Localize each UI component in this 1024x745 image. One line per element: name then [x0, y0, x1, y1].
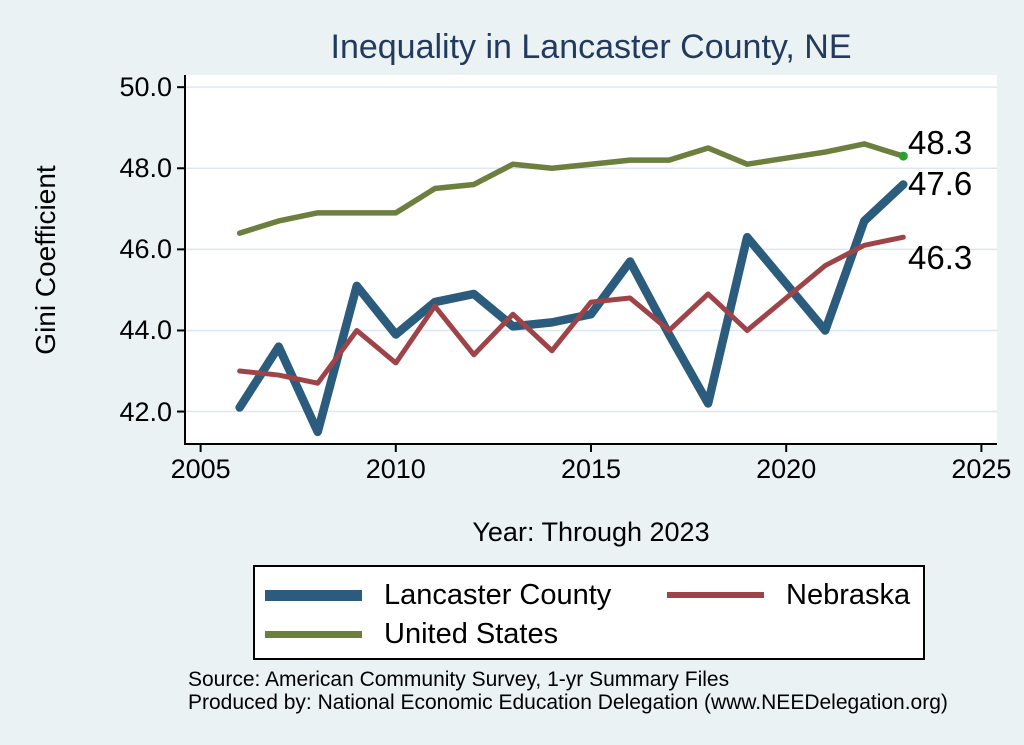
plot-background	[185, 75, 997, 444]
y-tick-label-46: 46.0	[119, 234, 172, 265]
legend-item-lancaster-county: Lancaster County	[265, 576, 611, 614]
end-label-lancaster-county: 47.6	[908, 165, 973, 203]
y-tick-label-44: 44.0	[119, 315, 172, 346]
legend: Lancaster County Nebraska United States	[253, 565, 925, 660]
x-tick-label-2015: 2015	[560, 454, 622, 484]
x-tick-label-2005: 2005	[170, 454, 231, 484]
x-tick-label-2010: 2010	[365, 454, 426, 484]
end-label-nebraska: 46.3	[908, 239, 973, 277]
series-line-united-states	[236, 141, 907, 236]
legend-item-united-states: United States	[265, 615, 558, 653]
x-axis-title: Year: Through 2023	[472, 517, 710, 547]
footer-produced-by: Produced by: National Economic Education…	[188, 691, 948, 714]
chart-title: Inequality in Lancaster County, NE	[330, 28, 852, 66]
legend-item-nebraska: Nebraska	[667, 576, 910, 614]
series-line-nebraska	[237, 234, 906, 386]
legend-label-united-states: United States	[384, 617, 559, 650]
legend-swatch-united-states	[265, 630, 362, 638]
legend-label-nebraska: Nebraska	[786, 578, 911, 611]
us-end-marker-dot	[898, 151, 908, 161]
x-tick-label-2020: 2020	[756, 454, 817, 484]
end-label-united-states: 48.3	[908, 124, 973, 162]
footer: Source: American Community Survey, 1-yr …	[188, 668, 948, 714]
y-tick-label-42: 42.0	[119, 396, 172, 427]
y-axis-title: Gini Coefficient	[30, 165, 61, 355]
plot-area	[177, 75, 997, 452]
legend-swatch-nebraska	[667, 592, 764, 598]
series-line-lancaster-county	[235, 180, 908, 437]
legend-label-lancaster-county: Lancaster County	[384, 578, 612, 611]
y-tick-label-48: 48.0	[119, 153, 172, 184]
y-tick-label-50: 50.0	[119, 72, 172, 103]
legend-swatch-lancaster-county	[265, 589, 362, 601]
x-tick-label-2025: 2025	[951, 454, 1012, 484]
footer-source: Source: American Community Survey, 1-yr …	[188, 668, 730, 691]
